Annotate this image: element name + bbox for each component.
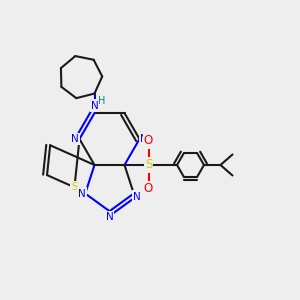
Text: N: N: [71, 134, 79, 144]
Text: N: N: [91, 100, 98, 110]
Text: H: H: [98, 96, 106, 106]
Text: S: S: [145, 158, 152, 172]
Text: O: O: [144, 134, 153, 148]
Text: N: N: [78, 188, 86, 199]
Text: O: O: [144, 182, 153, 196]
Text: N: N: [140, 134, 148, 144]
Text: S: S: [71, 182, 78, 192]
Text: N: N: [106, 212, 113, 222]
Text: N: N: [133, 191, 141, 202]
